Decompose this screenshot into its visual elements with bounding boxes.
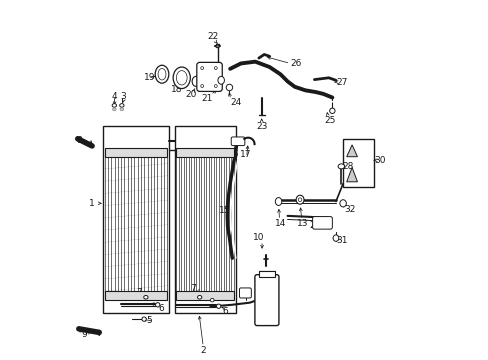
Text: 22: 22 — [207, 32, 218, 41]
Text: 29: 29 — [309, 221, 321, 230]
Ellipse shape — [210, 298, 214, 302]
Polygon shape — [346, 145, 357, 157]
Ellipse shape — [275, 198, 281, 206]
Ellipse shape — [339, 200, 346, 207]
Bar — [258, 271, 274, 277]
Bar — [176, 148, 233, 157]
Text: 2: 2 — [200, 346, 205, 355]
Ellipse shape — [215, 45, 219, 48]
Bar — [176, 291, 233, 300]
Ellipse shape — [158, 68, 165, 80]
Ellipse shape — [214, 85, 217, 87]
Text: 25: 25 — [324, 116, 335, 125]
Ellipse shape — [218, 76, 224, 84]
Text: 24: 24 — [229, 98, 241, 107]
Ellipse shape — [120, 104, 124, 107]
Ellipse shape — [155, 65, 168, 83]
Text: 7: 7 — [136, 288, 142, 297]
Text: 14: 14 — [274, 219, 285, 228]
Ellipse shape — [226, 84, 232, 91]
Ellipse shape — [143, 296, 148, 299]
Ellipse shape — [214, 67, 217, 69]
Text: 18: 18 — [171, 85, 183, 94]
Text: 26: 26 — [289, 59, 301, 68]
Text: 30: 30 — [373, 156, 385, 165]
Ellipse shape — [216, 304, 221, 309]
Ellipse shape — [298, 198, 301, 202]
Ellipse shape — [173, 67, 190, 89]
Text: 15: 15 — [219, 206, 230, 215]
Ellipse shape — [197, 296, 202, 299]
Ellipse shape — [201, 85, 203, 87]
FancyBboxPatch shape — [196, 62, 222, 91]
Text: 32: 32 — [343, 205, 355, 214]
Text: 19: 19 — [144, 73, 156, 82]
FancyBboxPatch shape — [231, 137, 244, 145]
Text: 8: 8 — [76, 136, 81, 145]
Text: 1: 1 — [89, 199, 95, 208]
Text: 11: 11 — [262, 273, 273, 282]
Text: 27: 27 — [336, 78, 347, 87]
FancyBboxPatch shape — [254, 275, 278, 325]
Ellipse shape — [201, 67, 203, 69]
Text: 9: 9 — [81, 330, 86, 339]
Text: 20: 20 — [184, 90, 196, 99]
Text: 28: 28 — [342, 162, 353, 171]
Text: 21: 21 — [201, 94, 212, 103]
Ellipse shape — [155, 303, 160, 307]
Bar — [104, 291, 167, 300]
Bar — [174, 126, 235, 313]
Bar — [102, 126, 169, 313]
Text: 17: 17 — [239, 150, 250, 159]
Text: 6: 6 — [222, 307, 227, 316]
Text: 4: 4 — [112, 92, 117, 101]
Polygon shape — [346, 167, 357, 182]
Bar — [104, 148, 167, 157]
Text: 13: 13 — [296, 219, 308, 228]
Ellipse shape — [337, 164, 344, 169]
Text: 12: 12 — [238, 289, 249, 298]
Ellipse shape — [192, 76, 200, 86]
Ellipse shape — [120, 108, 123, 111]
FancyBboxPatch shape — [312, 217, 332, 229]
Ellipse shape — [112, 104, 116, 107]
Ellipse shape — [332, 235, 338, 241]
Text: 5: 5 — [146, 316, 152, 325]
Text: 10: 10 — [253, 233, 264, 242]
Text: 7: 7 — [190, 284, 196, 293]
Text: 23: 23 — [256, 122, 267, 131]
Ellipse shape — [329, 108, 334, 113]
Ellipse shape — [112, 108, 116, 111]
Text: 16: 16 — [227, 150, 239, 159]
Ellipse shape — [296, 195, 304, 204]
Text: 31: 31 — [336, 237, 347, 246]
Text: 3: 3 — [121, 92, 126, 101]
Ellipse shape — [142, 317, 146, 321]
Ellipse shape — [176, 71, 187, 85]
FancyBboxPatch shape — [239, 288, 251, 298]
Bar — [343, 139, 373, 187]
Text: 6: 6 — [158, 303, 164, 312]
